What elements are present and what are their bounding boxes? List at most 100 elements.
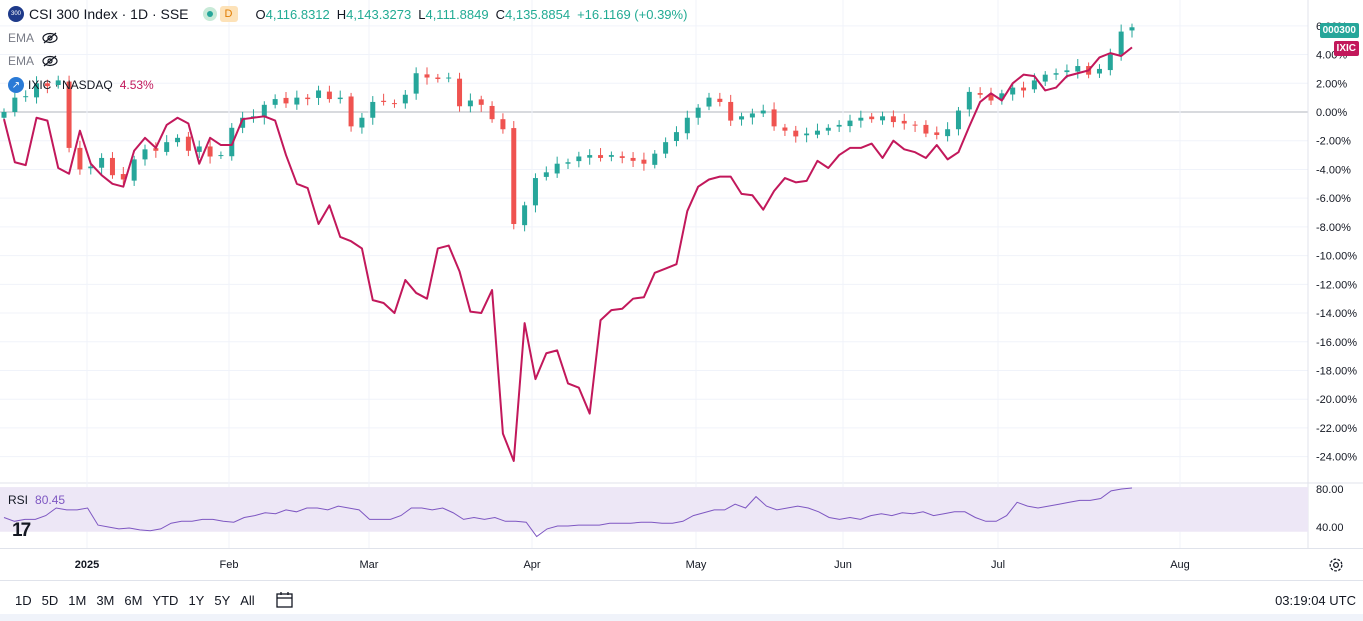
- y-tick-label: -16.00%: [1316, 337, 1357, 349]
- candle-body: [99, 157, 105, 168]
- tradingview-logo-icon[interactable]: 17: [12, 520, 31, 541]
- candle-body: [880, 116, 886, 121]
- candle-body: [749, 113, 755, 118]
- candle-body: [66, 81, 72, 148]
- candle-body: [814, 130, 820, 135]
- range-3m[interactable]: 3M: [96, 592, 115, 608]
- y-tick-label: -12.00%: [1316, 279, 1357, 291]
- range-5y[interactable]: 5Y: [214, 592, 231, 608]
- candle-body: [457, 78, 463, 107]
- candle-body: [229, 127, 235, 157]
- x-tick-label: Feb: [220, 559, 239, 571]
- candle-body: [77, 147, 83, 170]
- indicator-ema-2[interactable]: EMA: [8, 52, 58, 70]
- y-tick-label: -24.00%: [1316, 452, 1357, 464]
- rsi-y-tick-label: 40.00: [1316, 522, 1344, 534]
- interval-badge[interactable]: D: [219, 6, 238, 22]
- x-tick-label: Mar: [360, 559, 379, 571]
- candle-body: [663, 142, 669, 154]
- candle-body: [196, 146, 202, 152]
- close-label: C: [495, 6, 505, 22]
- candle-body: [836, 124, 842, 127]
- candle-body: [966, 91, 972, 110]
- candle-body: [532, 178, 538, 206]
- candle-body: [1118, 31, 1124, 55]
- candle-body: [608, 155, 614, 157]
- range-ytd[interactable]: YTD: [152, 592, 179, 608]
- date-range-icon[interactable]: [274, 590, 294, 610]
- rsi-name: RSI: [8, 493, 29, 507]
- x-axis[interactable]: 2025 Feb Mar Apr May Jun Jul Aug: [75, 559, 1190, 571]
- candle-body: [1064, 70, 1070, 73]
- ixic-line: [3, 46, 1133, 462]
- candle-body: [522, 205, 528, 226]
- indicator-ema-1[interactable]: EMA: [8, 29, 58, 47]
- range-all[interactable]: All: [240, 592, 255, 608]
- eye-off-icon[interactable]: [42, 55, 58, 67]
- indicator-name: EMA: [8, 31, 35, 45]
- candle-body: [391, 103, 397, 105]
- symbol-title[interactable]: CSI 300 Index · 1D · SSE: [29, 6, 189, 22]
- rsi-band-fill: [0, 487, 1308, 532]
- candle-body: [185, 136, 191, 151]
- open-value: 4,116.8312: [265, 6, 330, 22]
- candle-body: [153, 148, 159, 151]
- rsi-value: 80.45: [35, 493, 66, 507]
- y-tick-label: -18.00%: [1316, 365, 1357, 377]
- rsi-legend[interactable]: RSI 80.45: [8, 493, 65, 507]
- candle-body: [109, 157, 115, 176]
- candle-body: [1107, 54, 1113, 71]
- close-value: 4,135.8854: [505, 6, 571, 22]
- candle-body: [890, 116, 896, 123]
- candle-body: [554, 163, 560, 174]
- open-label: O: [255, 6, 266, 22]
- candle-body: [337, 97, 343, 100]
- candle-body: [44, 83, 50, 87]
- y-tick-label: -2.00%: [1316, 136, 1351, 148]
- x-tick-label: Jul: [991, 559, 1005, 571]
- range-1m[interactable]: 1M: [68, 592, 87, 608]
- y-tick-label: -6.00%: [1316, 193, 1351, 205]
- candle-body: [869, 116, 875, 120]
- symbol-legend: 300 CSI 300 Index · 1D · SSE D O 4,116.83…: [8, 4, 694, 24]
- range-1d[interactable]: 1D: [15, 592, 32, 608]
- csi300-logo: 300: [8, 6, 24, 22]
- candle-body: [630, 157, 636, 161]
- candle-body: [511, 128, 517, 225]
- candle-body: [272, 99, 278, 105]
- range-1y[interactable]: 1Y: [188, 592, 205, 608]
- candle-body: [316, 90, 322, 98]
- candle-body: [489, 105, 495, 120]
- candle-body: [695, 107, 701, 118]
- gear-icon[interactable]: [1327, 556, 1345, 574]
- rsi-band: [0, 487, 1308, 532]
- candle-body: [175, 137, 181, 143]
- candle-body: [641, 159, 647, 164]
- candle-body: [619, 156, 625, 158]
- candle-body: [305, 97, 311, 100]
- candle-body: [283, 97, 289, 104]
- candle-body: [804, 133, 810, 136]
- series-lines: [3, 46, 1133, 538]
- change-value: +16.1169 (+0.39%): [577, 6, 688, 22]
- market-status-icon[interactable]: [202, 7, 217, 21]
- candle-body: [652, 153, 658, 165]
- compare-legend[interactable]: ↗ IXIC · NASDAQ 4.53%: [8, 76, 154, 94]
- y-axis[interactable]: 6.00%4.00%2.00%0.00%-2.00%-4.00%-6.00%-8…: [1316, 21, 1357, 534]
- eye-off-icon[interactable]: [42, 32, 58, 44]
- candle-body: [1075, 66, 1081, 72]
- candle-body: [598, 155, 604, 158]
- y-tick-label: -10.00%: [1316, 251, 1357, 263]
- rsi-y-tick-label: 80.00: [1316, 484, 1344, 496]
- chart-line-icon: ↗: [8, 77, 24, 93]
- candle-body: [34, 83, 40, 98]
- range-6m[interactable]: 6M: [124, 592, 143, 608]
- y-tick-label: -8.00%: [1316, 222, 1351, 234]
- candle-body: [1129, 27, 1135, 31]
- candle-body: [1021, 87, 1027, 91]
- candle-body: [424, 74, 430, 78]
- candle-body: [240, 117, 246, 128]
- range-5d[interactable]: 5D: [41, 592, 59, 608]
- utc-clock[interactable]: 03:19:04 UTC: [1275, 592, 1356, 608]
